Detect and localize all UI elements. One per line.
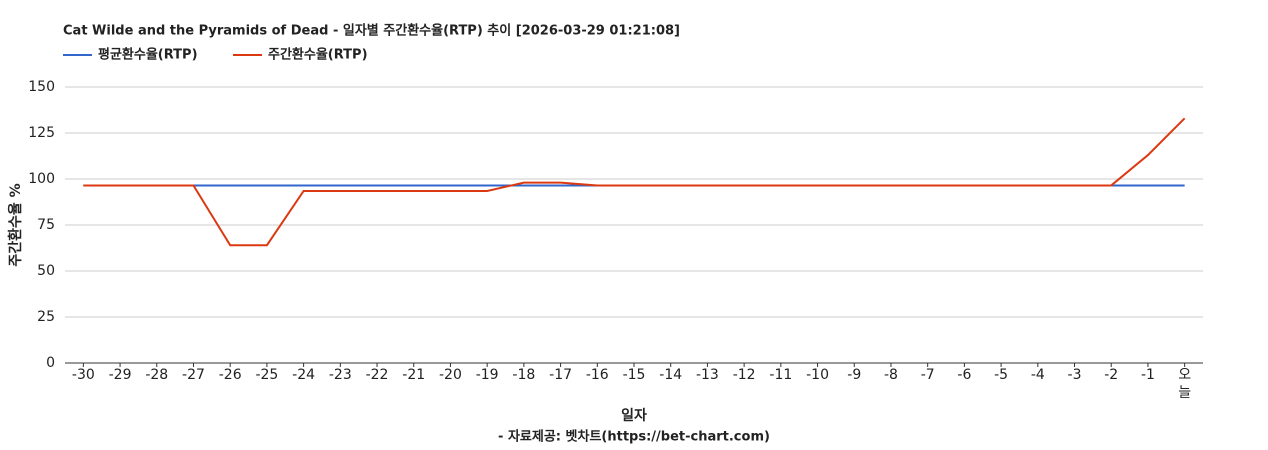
y-tick-label: 125: [28, 125, 55, 141]
x-tick-label: 오늘: [1178, 367, 1192, 401]
x-tick-label: -11: [769, 367, 793, 383]
x-tick-label: -18: [512, 367, 536, 383]
x-tick-label: -26: [218, 367, 242, 383]
y-tick-label: 150: [28, 79, 55, 95]
x-tick-label: -7: [920, 367, 935, 383]
x-tick-label: -12: [732, 367, 756, 383]
x-tick-label: -2: [1104, 367, 1119, 383]
x-tick-label: -30: [71, 367, 95, 383]
legend-label: 평균환수율(RTP): [98, 47, 198, 63]
y-tick-label: 25: [37, 309, 55, 325]
x-tick-label: -1: [1140, 367, 1155, 383]
x-tick-label: -4: [1030, 367, 1045, 383]
y-tick-label: 0: [46, 355, 55, 371]
x-axis-label: 일자: [621, 408, 647, 424]
x-tick-label: -25: [255, 367, 279, 383]
x-tick-label: -19: [475, 367, 499, 383]
x-tick-label: -10: [806, 367, 829, 383]
y-axis-label: 주간환수율 %: [7, 183, 24, 266]
x-tick-label: -28: [145, 367, 169, 383]
x-tick-label: -22: [365, 367, 389, 383]
source: - 자료제공: 벳차트(https://bet-chart.com): [498, 429, 770, 445]
x-tick-label: -5: [994, 367, 1009, 383]
x-tick-label: -16: [585, 367, 609, 383]
x-tick-label: -13: [695, 367, 719, 383]
y-tick-label: 100: [28, 171, 55, 187]
x-tick-label: -27: [182, 367, 205, 383]
x-tick-label: -8: [883, 367, 898, 383]
x-tick-label: -9: [847, 367, 862, 383]
legend-label: 주간환수율(RTP): [268, 47, 368, 63]
x-tick-label: -21: [402, 367, 426, 383]
x-tick-label: -6: [957, 367, 972, 383]
x-tick-label: -17: [549, 367, 573, 383]
x-tick-label: -15: [622, 367, 646, 383]
x-tick-label: -29: [108, 367, 132, 383]
line-series: [83, 117, 1186, 247]
x-tick-label: -24: [292, 367, 316, 383]
y-tick-label: 75: [37, 217, 55, 233]
y-tick-label: 50: [37, 263, 55, 279]
x-tick-label: -23: [328, 367, 352, 383]
x-tick-label: -3: [1067, 367, 1082, 383]
x-tick-label: -14: [659, 367, 683, 383]
chart-title: Cat Wilde and the Pyramids of Dead - 일자별…: [63, 23, 680, 39]
x-tick-label: -20: [439, 367, 462, 383]
